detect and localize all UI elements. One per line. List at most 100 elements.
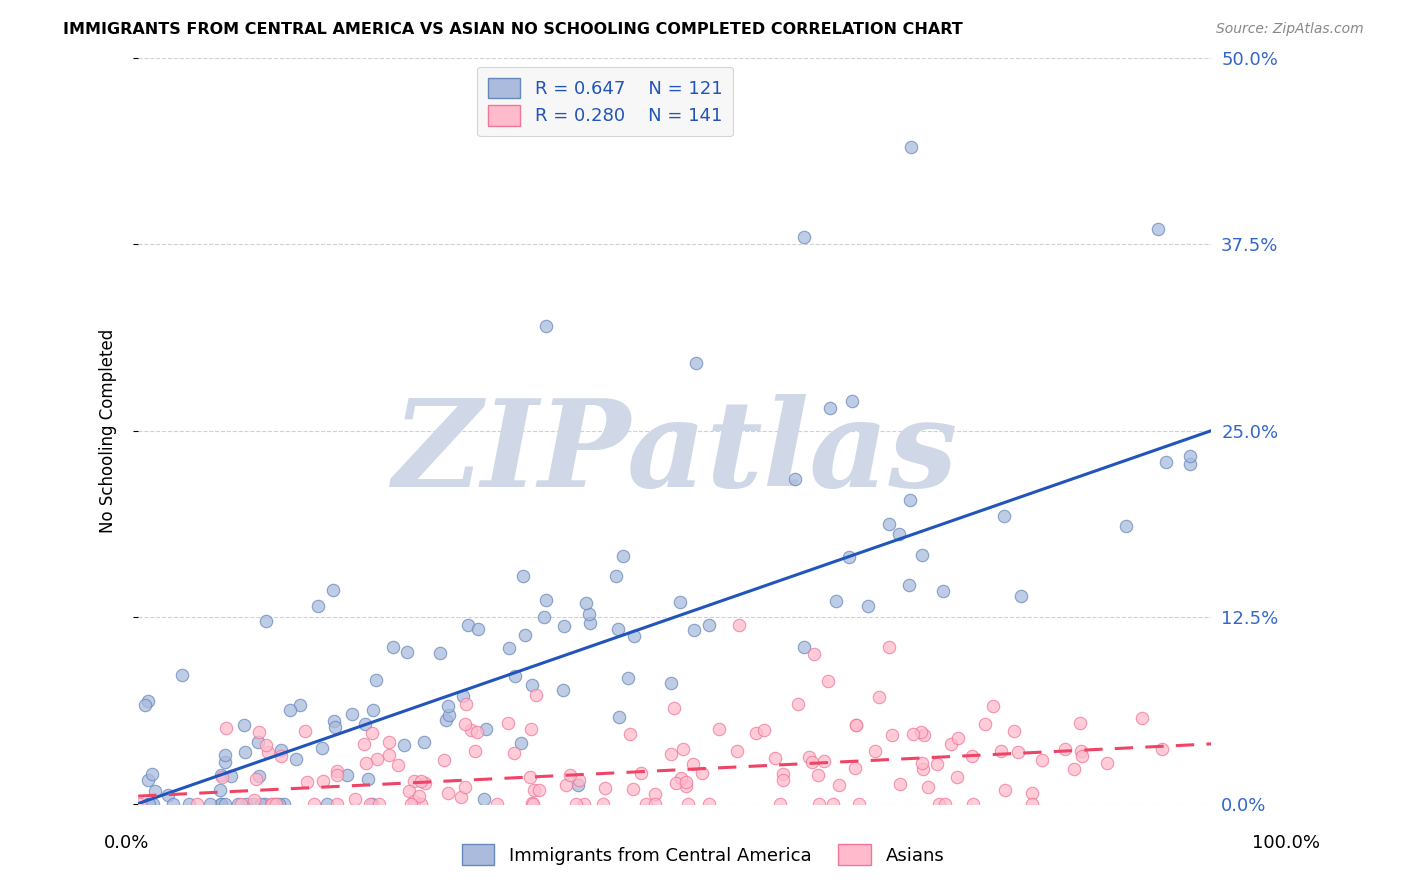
Point: [1010, 589, 1032, 603]
Point: [1115, 519, 1137, 533]
Point: [993, 509, 1015, 524]
Point: [215, 722, 238, 736]
Point: [621, 781, 644, 796]
Point: [503, 669, 526, 683]
Point: [209, 768, 232, 782]
Point: [917, 780, 939, 794]
Point: [1021, 797, 1043, 811]
Point: [211, 770, 233, 784]
Point: [186, 797, 208, 811]
Point: [865, 744, 887, 758]
Point: [214, 748, 236, 763]
Point: [273, 797, 295, 811]
Point: [728, 617, 751, 632]
Point: [247, 768, 270, 782]
Point: [783, 472, 806, 486]
Point: [973, 717, 995, 731]
Point: [669, 595, 692, 609]
Text: 100.0%: 100.0%: [1253, 834, 1320, 852]
Point: [498, 716, 520, 731]
Point: [307, 599, 329, 614]
Point: [675, 774, 697, 789]
Point: [399, 797, 422, 811]
Point: [769, 797, 792, 811]
Point: [1154, 454, 1177, 468]
Point: [413, 776, 436, 790]
Point: [142, 797, 165, 811]
Point: [395, 645, 418, 659]
Point: [763, 751, 786, 765]
Point: [336, 768, 359, 782]
Point: [838, 550, 860, 565]
Point: [616, 672, 638, 686]
Point: [848, 797, 870, 811]
Point: [533, 609, 555, 624]
Point: [326, 768, 349, 782]
Text: Source: ZipAtlas.com: Source: ZipAtlas.com: [1216, 22, 1364, 37]
Point: [219, 769, 242, 783]
Point: [554, 778, 576, 792]
Point: [353, 717, 375, 731]
Point: [593, 780, 616, 795]
Point: [1146, 222, 1168, 236]
Point: [522, 678, 544, 692]
Point: [682, 624, 704, 638]
Point: [932, 583, 955, 598]
Point: [572, 797, 595, 811]
Point: [868, 690, 890, 704]
Point: [619, 726, 641, 740]
Point: [360, 797, 382, 811]
Point: [912, 728, 935, 742]
Point: [229, 797, 252, 811]
Point: [226, 797, 249, 811]
Point: [690, 765, 713, 780]
Point: [408, 789, 430, 803]
Point: [214, 797, 236, 811]
Point: [409, 773, 432, 788]
Point: [512, 569, 534, 583]
Point: [527, 782, 550, 797]
Point: [520, 796, 543, 810]
Point: [172, 668, 194, 682]
Point: [803, 648, 825, 662]
Point: [179, 797, 201, 811]
Point: [162, 797, 184, 811]
Point: [1178, 450, 1201, 464]
Point: [678, 797, 700, 811]
Point: [250, 797, 273, 811]
Point: [659, 676, 682, 690]
Point: [485, 797, 508, 811]
Point: [260, 797, 283, 811]
Point: [856, 599, 879, 613]
Point: [1053, 742, 1076, 756]
Point: [912, 763, 935, 777]
Point: [460, 723, 482, 737]
Point: [879, 517, 901, 532]
Point: [845, 717, 868, 731]
Point: [946, 731, 969, 746]
Point: [475, 722, 498, 736]
Point: [606, 622, 628, 636]
Point: [412, 734, 434, 748]
Point: [138, 797, 160, 811]
Point: [136, 772, 159, 787]
Point: [524, 688, 547, 702]
Point: [623, 629, 645, 643]
Point: [807, 768, 830, 782]
Point: [845, 718, 868, 732]
Point: [392, 738, 415, 752]
Point: [364, 673, 387, 687]
Point: [454, 780, 477, 794]
Point: [990, 744, 1012, 758]
Point: [575, 596, 598, 610]
Point: [381, 640, 404, 655]
Point: [828, 778, 851, 792]
Point: [233, 745, 256, 759]
Point: [437, 699, 460, 714]
Point: [793, 229, 815, 244]
Point: [247, 724, 270, 739]
Point: [136, 693, 159, 707]
Point: [378, 734, 401, 748]
Point: [326, 764, 349, 778]
Point: [636, 797, 658, 811]
